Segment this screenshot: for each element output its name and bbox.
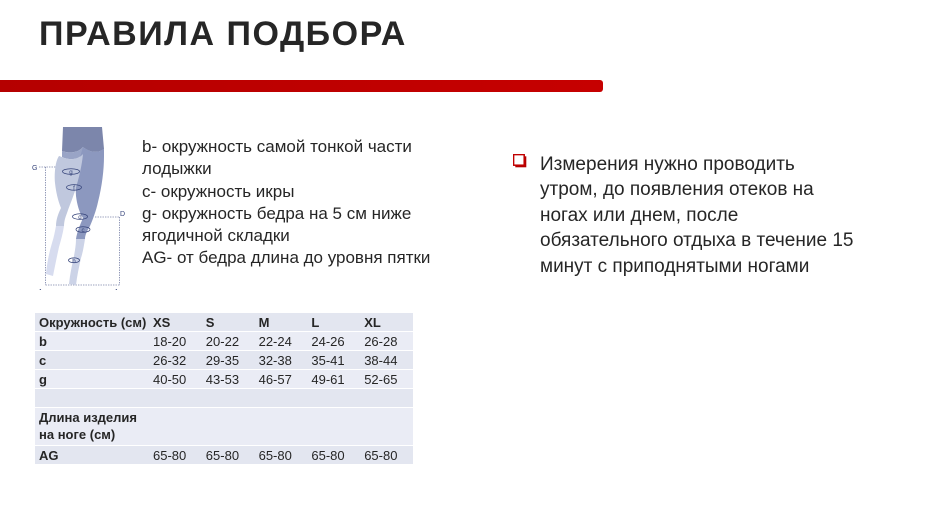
svg-text:g: g bbox=[69, 169, 73, 176]
svg-text:b: b bbox=[72, 258, 76, 265]
svg-text:A: A bbox=[114, 289, 119, 290]
svg-text:G: G bbox=[32, 165, 37, 172]
svg-text:c: c bbox=[81, 227, 84, 234]
svg-text:f: f bbox=[73, 185, 75, 192]
svg-text:D: D bbox=[120, 211, 125, 218]
svg-text:A: A bbox=[38, 289, 43, 290]
svg-text:d: d bbox=[78, 214, 82, 221]
